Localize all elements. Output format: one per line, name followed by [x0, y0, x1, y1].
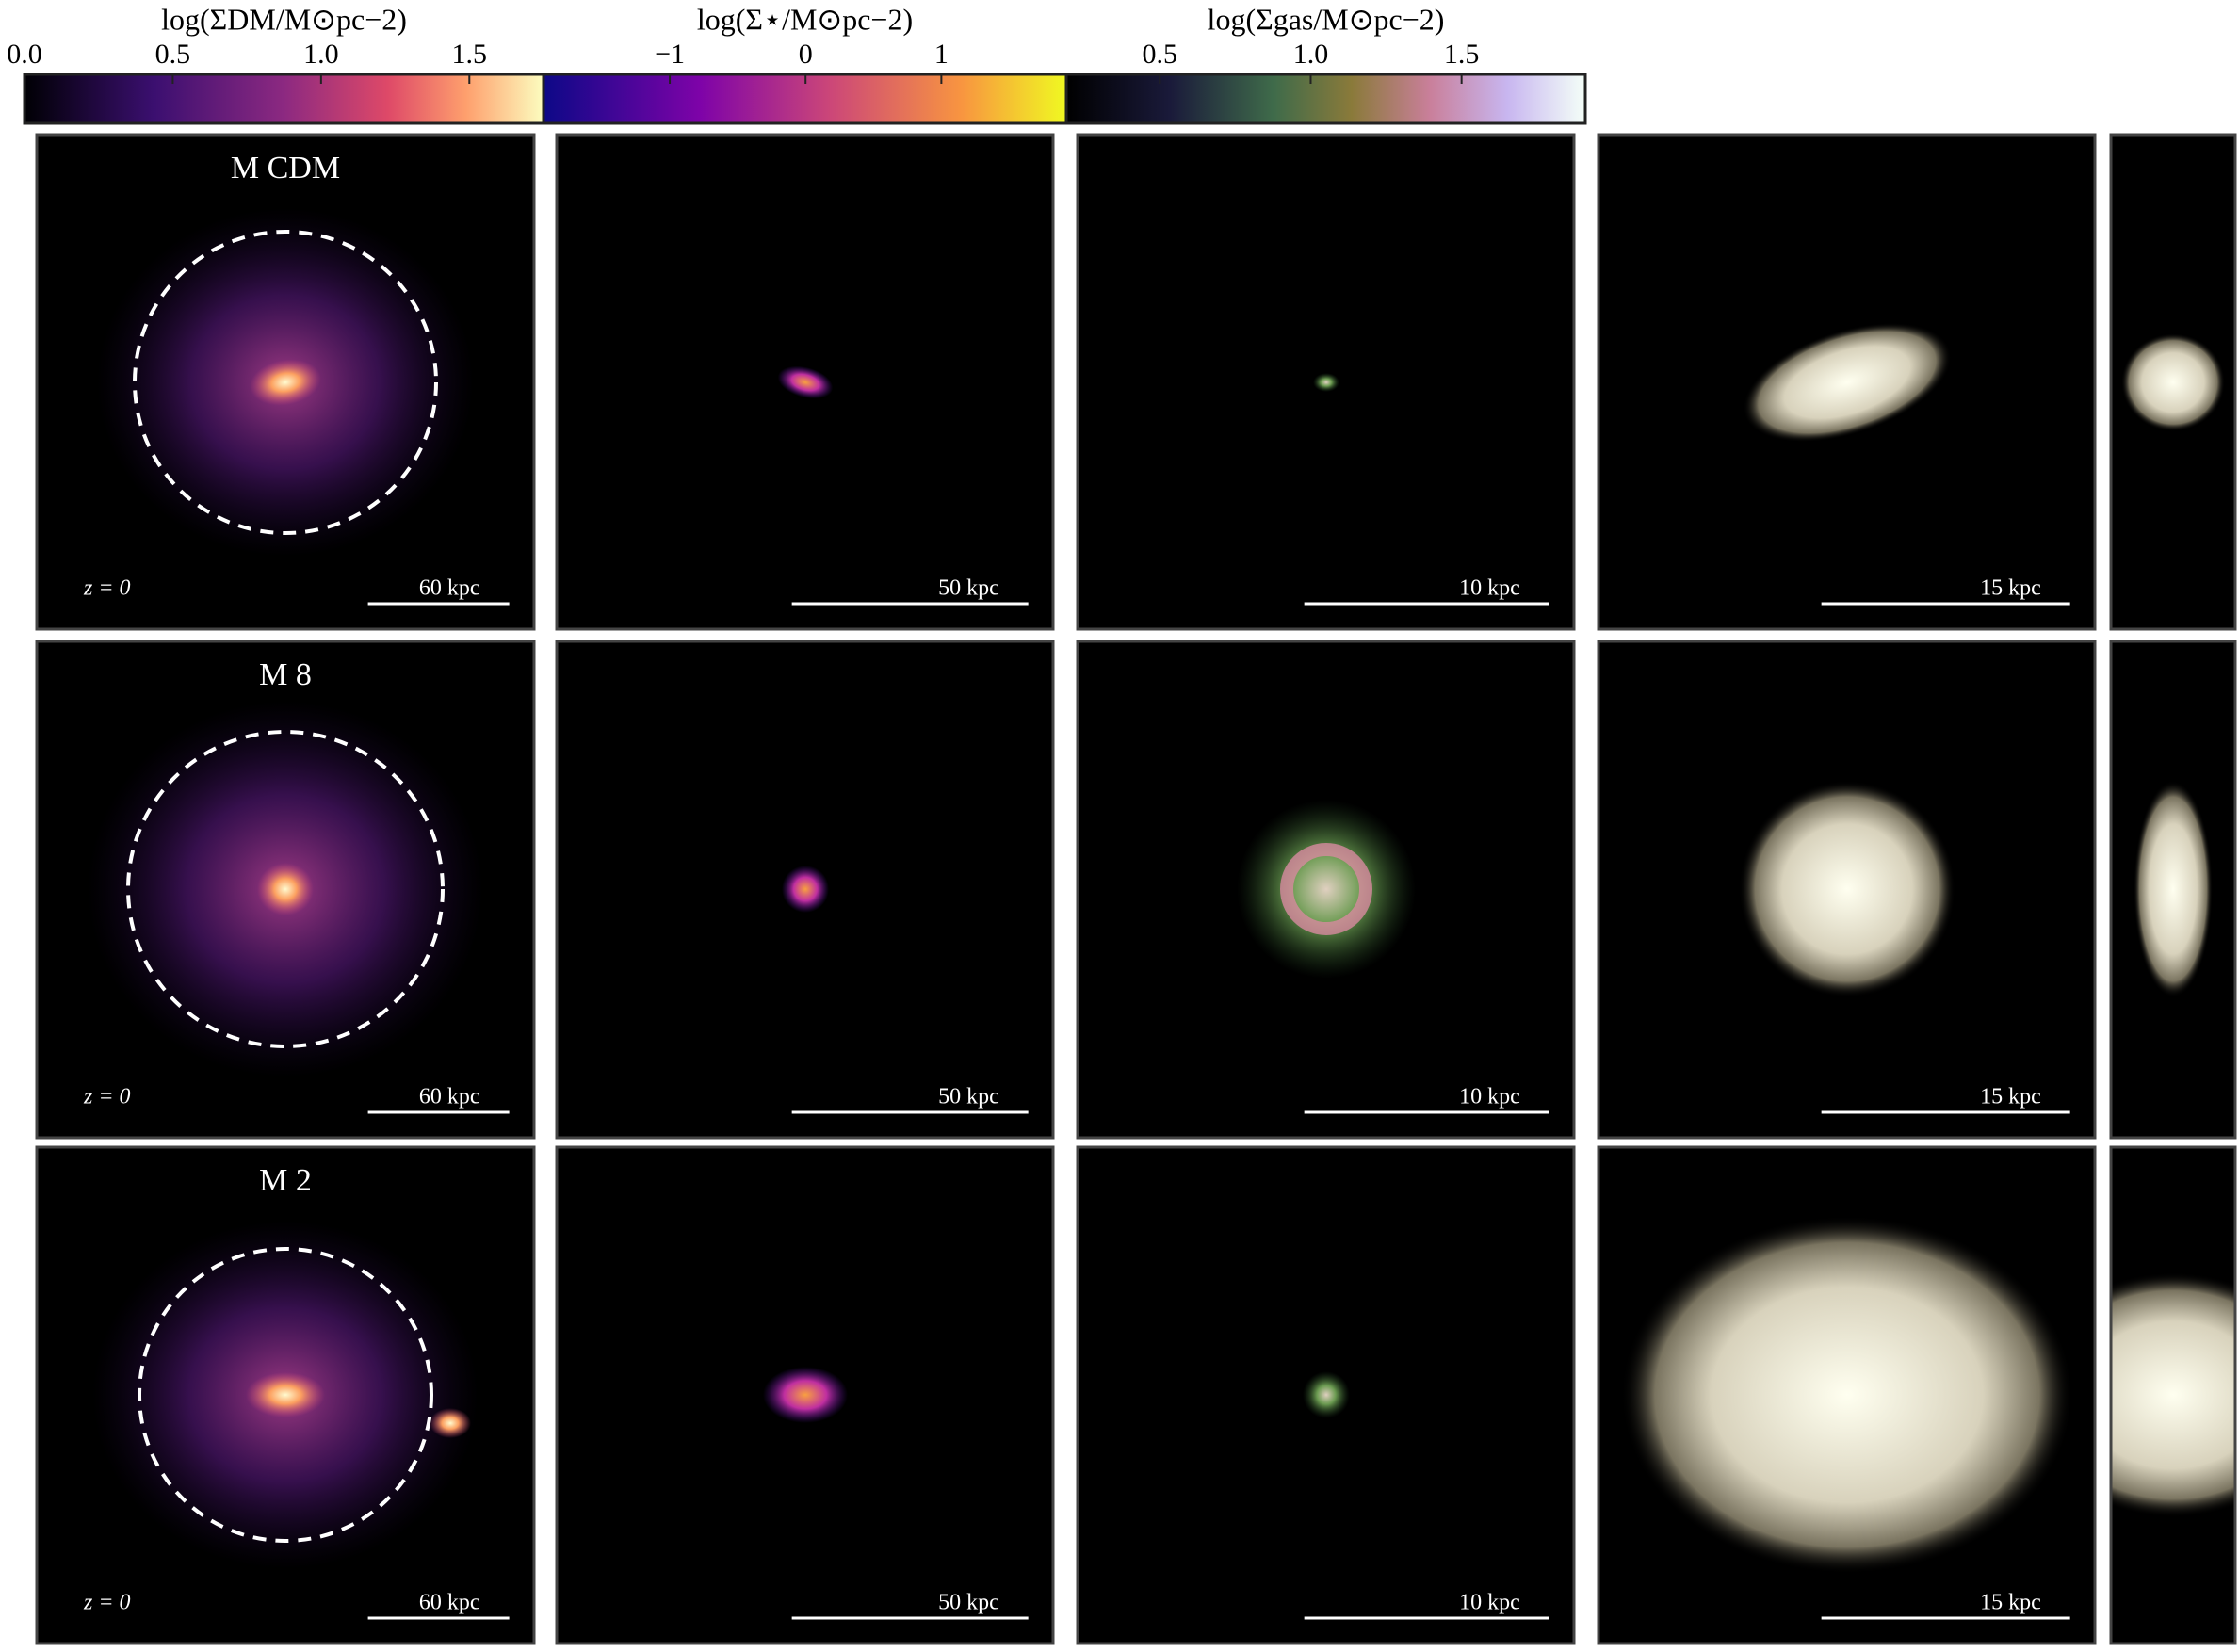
scale-bar-label: 50 kpc	[938, 576, 999, 601]
panel-image	[557, 1147, 1053, 1644]
galaxy-emission	[2134, 781, 2213, 997]
panel-image	[1078, 641, 1574, 1138]
galaxy-emission	[246, 1372, 325, 1417]
colorbar-tick-label: 0	[799, 39, 813, 70]
scale-bar-label: 50 kpc	[938, 1085, 999, 1109]
panel-frame	[1597, 133, 2097, 631]
scale-bar-label: 60 kpc	[419, 576, 480, 601]
panel-frame	[555, 133, 1055, 631]
colorbar	[23, 73, 545, 125]
panel: M CDM z = 0 60 kpc	[35, 133, 536, 631]
scale-bar-label: 15 kpc	[1980, 1591, 2041, 1615]
colorbar-label: log(ΣDM/M⊙pc−2)	[161, 2, 407, 36]
scale-bar-label: 10 kpc	[1459, 1085, 1520, 1109]
galaxy-emission	[1313, 373, 1339, 392]
panel-image	[557, 135, 1053, 629]
galaxy-emission	[1237, 800, 1416, 979]
scale-bar-label: 60 kpc	[419, 1591, 480, 1615]
redshift-label: z = 0	[83, 1085, 131, 1109]
panel: M 8 z = 0 60 kpc	[35, 640, 536, 1140]
colorbar-tick-label: 1.5	[452, 39, 488, 70]
galaxy-emission	[1303, 1371, 1350, 1418]
panel-frame	[555, 1145, 1055, 1645]
colorbar-tick-label: 0.5	[1143, 39, 1178, 70]
panel-image	[1598, 1147, 2095, 1644]
panel-image	[557, 641, 1053, 1138]
galaxy-emission	[1621, 1216, 2073, 1574]
galaxy-emission	[257, 863, 314, 915]
virial-radius	[133, 230, 438, 535]
galaxy-emission	[2111, 1272, 2235, 1517]
colorbar-tick-label: 0.0	[7, 39, 42, 70]
panel-image	[2111, 135, 2235, 629]
panel	[2109, 640, 2237, 1140]
galaxy-emission	[250, 359, 321, 406]
panel-frame	[555, 640, 1055, 1140]
panel-frame	[35, 1145, 536, 1645]
gas-ring	[1280, 843, 1372, 935]
panel-frame	[2109, 1145, 2237, 1645]
scale-bar-label: 10 kpc	[1459, 1591, 1520, 1615]
panel-image	[2111, 641, 2235, 1138]
panel: 10 kpc	[1076, 1145, 1576, 1645]
redshift-label: z = 0	[83, 576, 131, 601]
scale-bar-label: 15 kpc	[1980, 576, 2041, 601]
panel-image	[37, 1147, 534, 1644]
scale-bar-label: 50 kpc	[938, 1591, 999, 1615]
panel-frame	[1597, 640, 2097, 1140]
panel-frame	[1076, 640, 1576, 1140]
panel: 50 kpc	[555, 133, 1055, 631]
panel: 50 kpc	[555, 1145, 1055, 1645]
virial-radius	[126, 730, 445, 1048]
scale-bar-label: 10 kpc	[1459, 576, 1520, 601]
panel-frame	[2109, 640, 2237, 1140]
panel-image	[1598, 641, 2095, 1138]
galaxy-emission	[1739, 781, 1955, 997]
panel: 15 kpc	[1597, 640, 2097, 1140]
colorbar-label: log(Σ⋆/M⊙pc−2)	[697, 2, 913, 36]
colorbar	[1064, 73, 1587, 125]
panel-image	[1598, 135, 2095, 629]
colorbar-tick-label: 1	[934, 39, 949, 70]
panel	[2109, 1145, 2237, 1645]
galaxy-emission	[782, 866, 829, 913]
galaxy-emission	[777, 365, 834, 399]
panel-frame	[1076, 1145, 1576, 1645]
panel-image	[1078, 135, 1574, 629]
colorbar-tick-label: 1.0	[1293, 39, 1329, 70]
galaxy-emission	[1743, 322, 1952, 443]
colorbar-label: log(Σgas/M⊙pc−2)	[1208, 2, 1445, 36]
panel-frame	[1597, 1145, 2097, 1645]
panel: M 2 z = 0 60 kpc	[35, 1145, 536, 1645]
row-label: M 2	[259, 1163, 312, 1198]
galaxy-emission	[2121, 333, 2225, 431]
colorbar-tick-label: 1.0	[303, 39, 339, 70]
panel: 10 kpc	[1076, 133, 1576, 631]
redshift-label: z = 0	[83, 1591, 131, 1615]
panel-frame	[1076, 133, 1576, 631]
panel-frame	[2109, 133, 2237, 631]
scale-bar-label: 15 kpc	[1980, 1085, 2041, 1109]
galaxy-emission	[763, 1367, 848, 1423]
virial-radius	[138, 1247, 433, 1543]
panel: 50 kpc	[555, 640, 1055, 1140]
panel: 10 kpc	[1076, 640, 1576, 1140]
panel-frame	[35, 133, 536, 631]
panel-frame	[35, 640, 536, 1140]
panel-image	[2111, 1147, 2235, 1644]
panel	[2109, 133, 2237, 631]
panel-image	[37, 135, 534, 629]
panel-image	[1078, 1147, 1574, 1644]
panel: 15 kpc	[1597, 1145, 2097, 1645]
row-label: M CDM	[231, 151, 340, 186]
colorbar-tick-label: 0.5	[155, 39, 191, 70]
panel: 15 kpc	[1597, 133, 2097, 631]
galaxy-emission	[430, 1408, 471, 1438]
panel-image	[37, 641, 534, 1138]
colorbar-tick-label: 1.5	[1444, 39, 1480, 70]
scale-bar-label: 60 kpc	[419, 1085, 480, 1109]
colorbar-tick-label: −1	[655, 39, 685, 70]
row-label: M 8	[259, 657, 312, 692]
